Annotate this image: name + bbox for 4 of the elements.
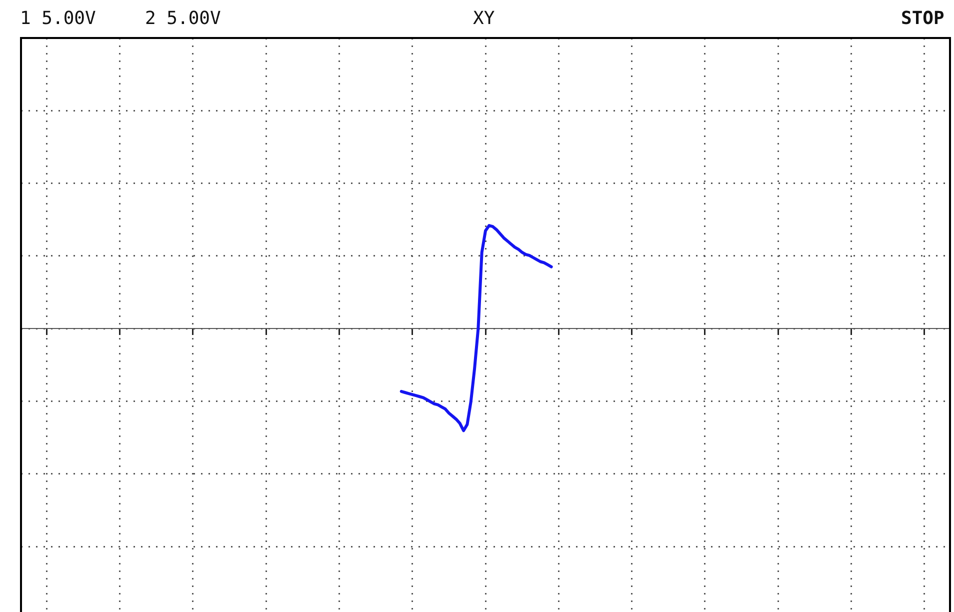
chart-title: XY <box>473 8 495 30</box>
text: 2 5.00V <box>145 8 221 30</box>
text: STOP <box>901 8 944 30</box>
text: 1 5.00V <box>20 8 96 30</box>
